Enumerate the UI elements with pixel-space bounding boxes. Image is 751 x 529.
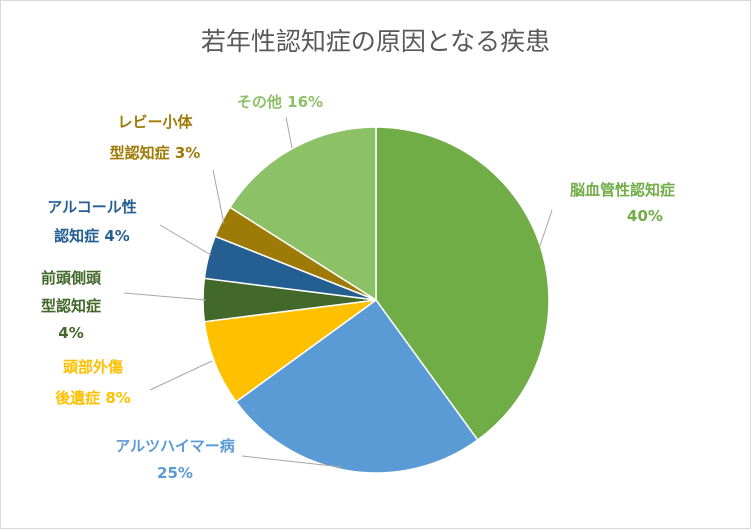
slice-label-4-line-0: アルコール性 (47, 198, 137, 216)
pie-slice-6 (228, 126, 377, 302)
slice-label-3-line-0: 前頭側頭 (41, 269, 102, 287)
slice-label-3-line-2: 4% (58, 324, 83, 342)
slice-label-0-line-0: 脳血管性認知症 (570, 181, 675, 199)
slice-label-4-line-1: 認知症 4% (54, 227, 130, 245)
slice-label-2-line-1: 後遺症 8% (54, 389, 131, 407)
slice-label-0-line-1: 40% (627, 207, 663, 225)
pie-slice-0 (375, 126, 550, 442)
leader-line-1 (241, 455, 343, 468)
slice-label-3-line-1: 型認知症 (41, 297, 101, 315)
leader-line-2 (149, 360, 213, 391)
leader-line-3 (123, 292, 207, 301)
leader-line-4 (159, 224, 212, 256)
pie-slice-1 (234, 298, 479, 474)
slice-label-1-line-0: アルツハイマー病 (115, 437, 235, 455)
slice-label-2-line-0: 頭部外傷 (63, 358, 123, 376)
chart-title: 若年性認知症の原因となる疾患 (200, 27, 551, 56)
slice-label-1-line-1: 25% (157, 464, 193, 482)
leader-line-0 (539, 209, 553, 247)
leader-line-5 (212, 169, 225, 225)
slice-label-5-line-1: 型認知症 3% (110, 144, 201, 162)
leader-line-6 (285, 116, 293, 149)
slice-label-6-line-0: その他 16% (237, 93, 323, 111)
slice-label-5-line-0: レビー小体 (117, 113, 193, 131)
